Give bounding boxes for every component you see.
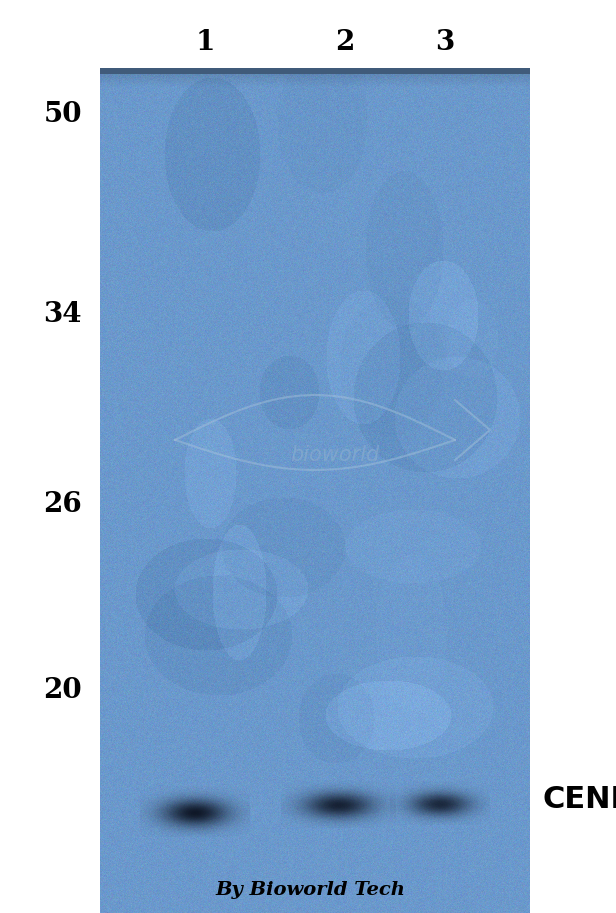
Text: 26: 26 [43,491,82,519]
Text: bioworld: bioworld [290,445,379,465]
Text: CENPA: CENPA [542,785,616,814]
Text: 34: 34 [44,301,82,329]
Text: 50: 50 [44,101,82,129]
Text: 3: 3 [436,28,455,56]
Text: By Bioworld Tech: By Bioworld Tech [215,881,405,899]
Text: 1: 1 [195,28,215,56]
Text: 2: 2 [335,28,355,56]
Text: 20: 20 [43,677,82,704]
